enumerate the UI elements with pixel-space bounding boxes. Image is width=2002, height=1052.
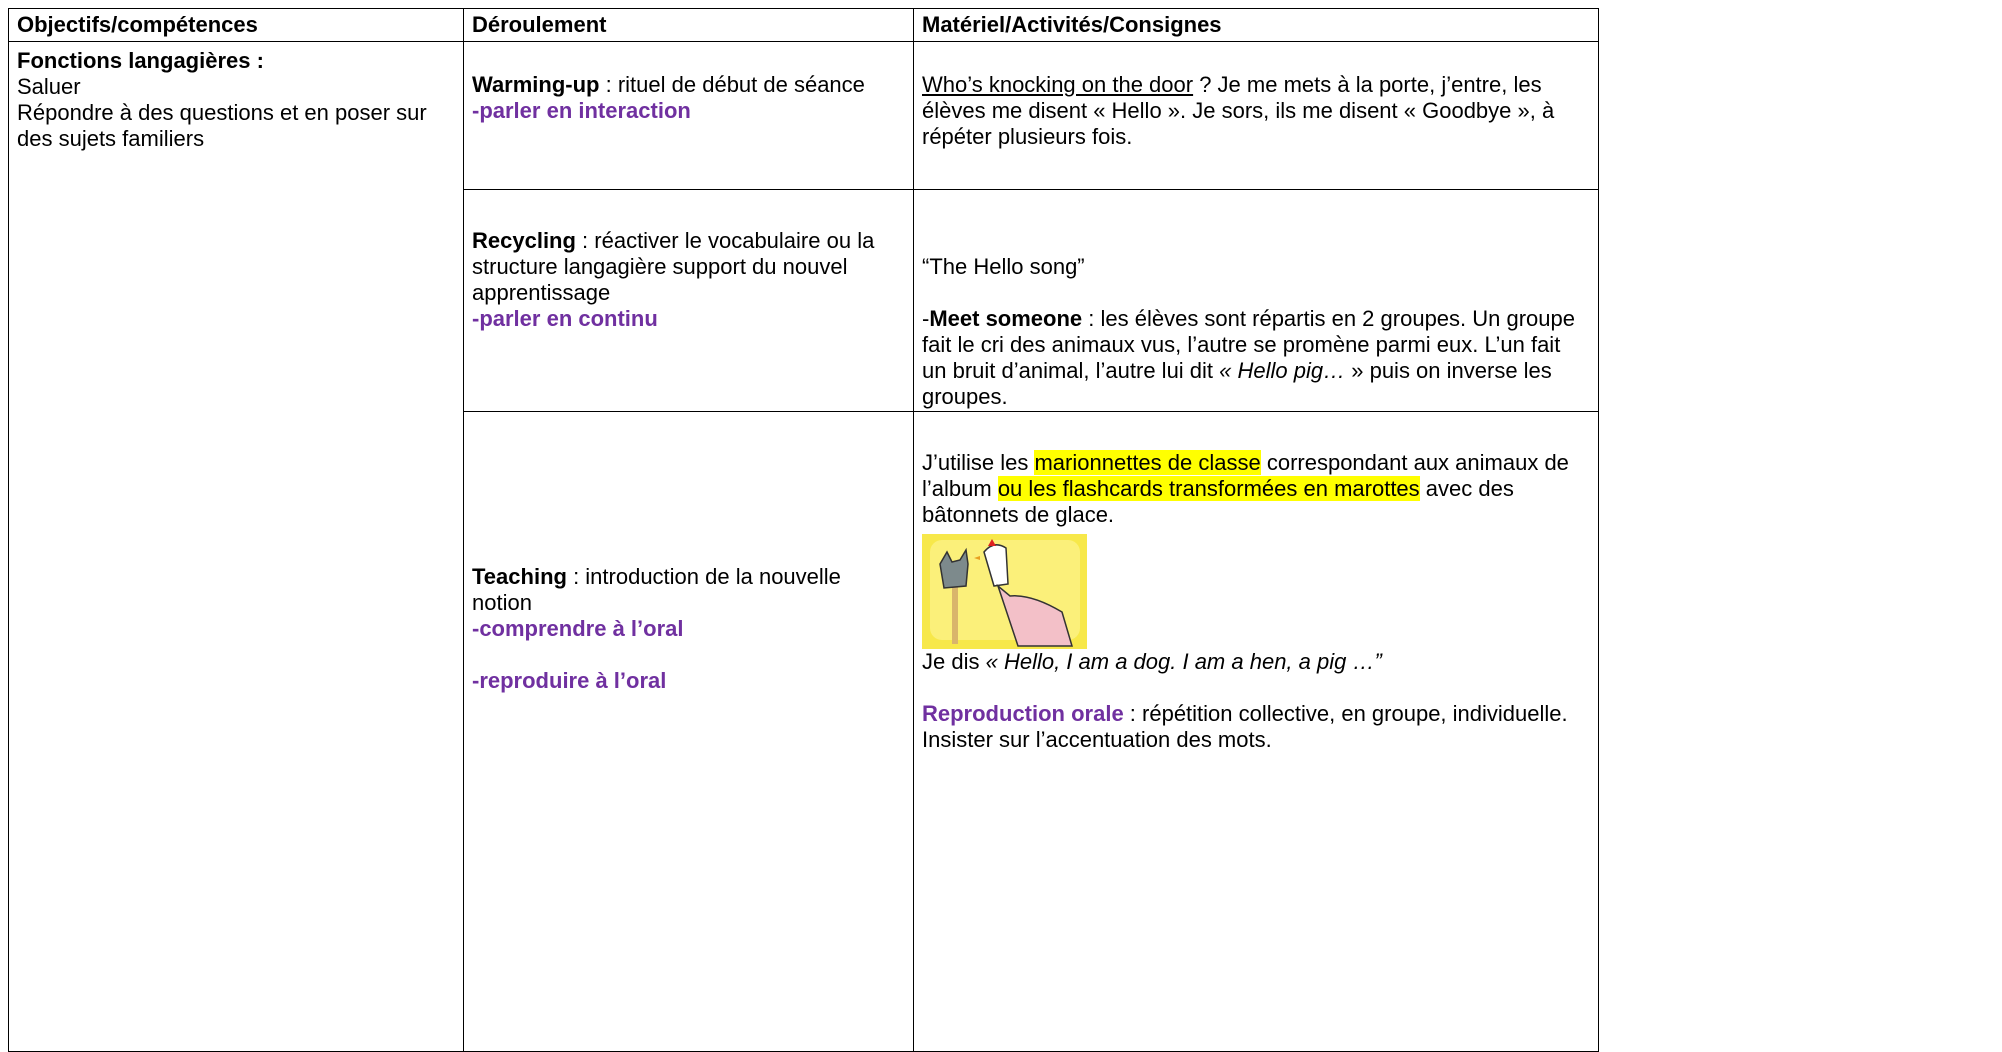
material-text: : répétition collective, en groupe, indi… — [922, 701, 1568, 752]
material-text: ? Je me mets à la porte, j’entre, les él… — [922, 72, 1555, 149]
step-cell: Warming-up : rituel de début de séance -… — [463, 41, 914, 190]
dash: - — [922, 306, 930, 331]
step-desc: : rituel de début de séance — [599, 72, 865, 97]
lesson-table: Objectifs/compétences Déroulement Matéri… — [8, 8, 1599, 1052]
quote: « Hello, I am a dog. I am a hen, a pig …… — [985, 649, 1382, 674]
header-cell: Objectifs/compétences — [8, 8, 464, 42]
row: Fonctions langagières : Saluer Répondre … — [8, 41, 1599, 1052]
skill: -parler en continu — [472, 306, 658, 331]
skill: -reproduire à l’oral — [472, 668, 667, 693]
objective: Saluer — [17, 74, 81, 99]
step-name: Teaching — [472, 564, 567, 589]
puppets-image — [922, 534, 1087, 649]
step-cell: Recycling : réactiver le vocabulaire ou … — [463, 189, 914, 412]
repro-title: Reproduction orale — [922, 701, 1124, 726]
activity: Meet someone — [929, 306, 1083, 331]
step-cell: Teaching : introduction de la nouvelle n… — [463, 411, 914, 1052]
objectives-cell: Fonctions langagières : Saluer Répondre … — [8, 41, 464, 1052]
header-row: Objectifs/compétences Déroulement Matéri… — [8, 8, 1599, 42]
highlight: marionnettes de classe — [1034, 450, 1261, 475]
row: Recycling : réactiver le vocabulaire ou … — [9, 189, 1599, 412]
skill: -comprendre à l’oral — [472, 616, 684, 641]
material-text: avec des bâtonnets de glace. — [922, 476, 1514, 527]
objectives-title: Fonctions langagières : — [17, 48, 264, 73]
objective: Répondre à des questions et en poser sur… — [17, 100, 427, 151]
material-text: J’utilise les — [922, 450, 1035, 475]
header-cell: Matériel/Activités/Consignes — [913, 8, 1599, 42]
link-text: Who’s knocking on the door — [922, 72, 1194, 97]
header-cell: Déroulement — [463, 8, 914, 42]
step-name: Recycling — [472, 228, 576, 253]
step-desc: : introduction de la nouvelle notion — [472, 564, 841, 615]
row: Teaching : introduction de la nouvelle n… — [9, 411, 1599, 1052]
material-text: : les élèves sont répartis en 2 groupes.… — [922, 306, 1575, 383]
material-text: correspondant aux animaux de l’album — [922, 450, 1569, 501]
quote: « Hello pig… — [1219, 358, 1352, 383]
skill: -parler en interaction — [472, 98, 691, 123]
material-cell: J’utilise les marionnettes de classe cor… — [913, 411, 1599, 1052]
song: “The Hello song” — [922, 254, 1085, 279]
material-text: » puis on inverse les groupes. — [922, 358, 1552, 409]
step-desc: : réactiver le vocabulaire ou la structu… — [472, 228, 875, 305]
highlight: ou les flashcards transformées en marott… — [997, 476, 1420, 501]
step-name: Warming-up — [472, 72, 600, 97]
material-cell: Who’s knocking on the door ? Je me mets … — [913, 41, 1599, 190]
body: Objectifs/compétences Déroulement Matéri… — [8, 8, 1599, 1052]
page: Séance {"header": ["Objectifs/compétence… — [8, 8, 1599, 1052]
material-cell: “The Hello song” -Meet someone : les élè… — [913, 189, 1599, 412]
material-text: Je dis — [922, 649, 986, 674]
